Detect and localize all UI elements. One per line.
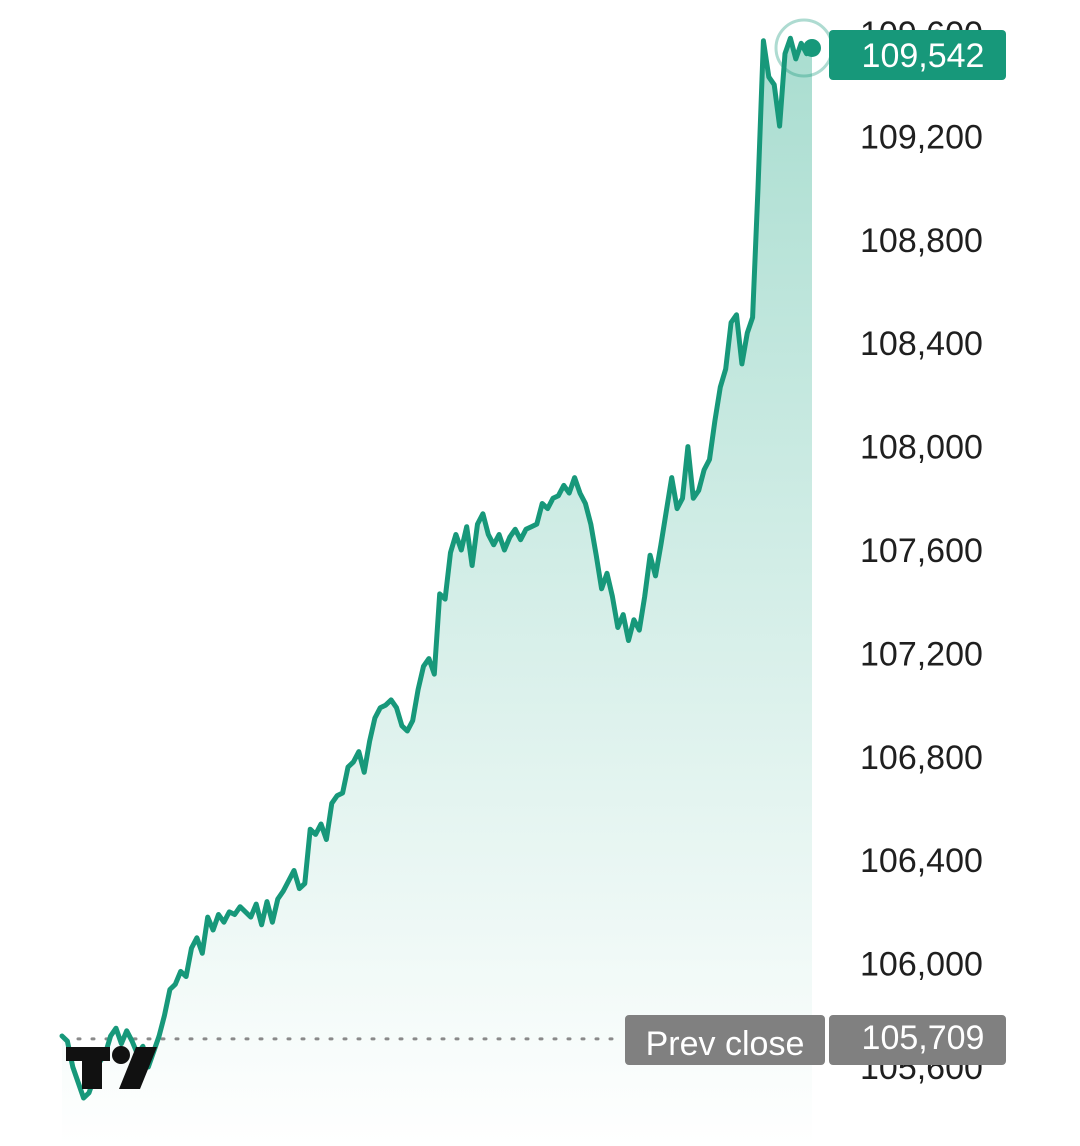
y-tick-label: 108,000 [860, 429, 983, 467]
prev-close-badge: Prev close 105,709 [625, 1015, 1006, 1065]
y-tick-label: 107,600 [860, 532, 983, 570]
y-tick-label: 108,800 [860, 222, 983, 260]
tradingview-logo [66, 1046, 157, 1089]
last-price-dot [803, 38, 821, 57]
price-area-fill [62, 38, 812, 1146]
y-tick-label: 106,000 [860, 946, 983, 984]
prev-close-value: 105,709 [862, 1019, 985, 1057]
y-tick-label: 106,400 [860, 842, 983, 880]
y-tick-label: 109,200 [860, 118, 983, 156]
y-axis: 105,600106,000106,400106,800107,200107,6… [860, 15, 983, 1087]
price-line [59, 35, 815, 1101]
y-tick-label: 108,400 [860, 325, 983, 363]
y-tick-label: 107,200 [860, 635, 983, 673]
last-price-badge: 109,542 [829, 30, 1006, 80]
y-tick-label: 106,800 [860, 739, 983, 777]
last-price-value: 109,542 [862, 37, 985, 75]
prev-close-label: Prev close [646, 1025, 805, 1063]
